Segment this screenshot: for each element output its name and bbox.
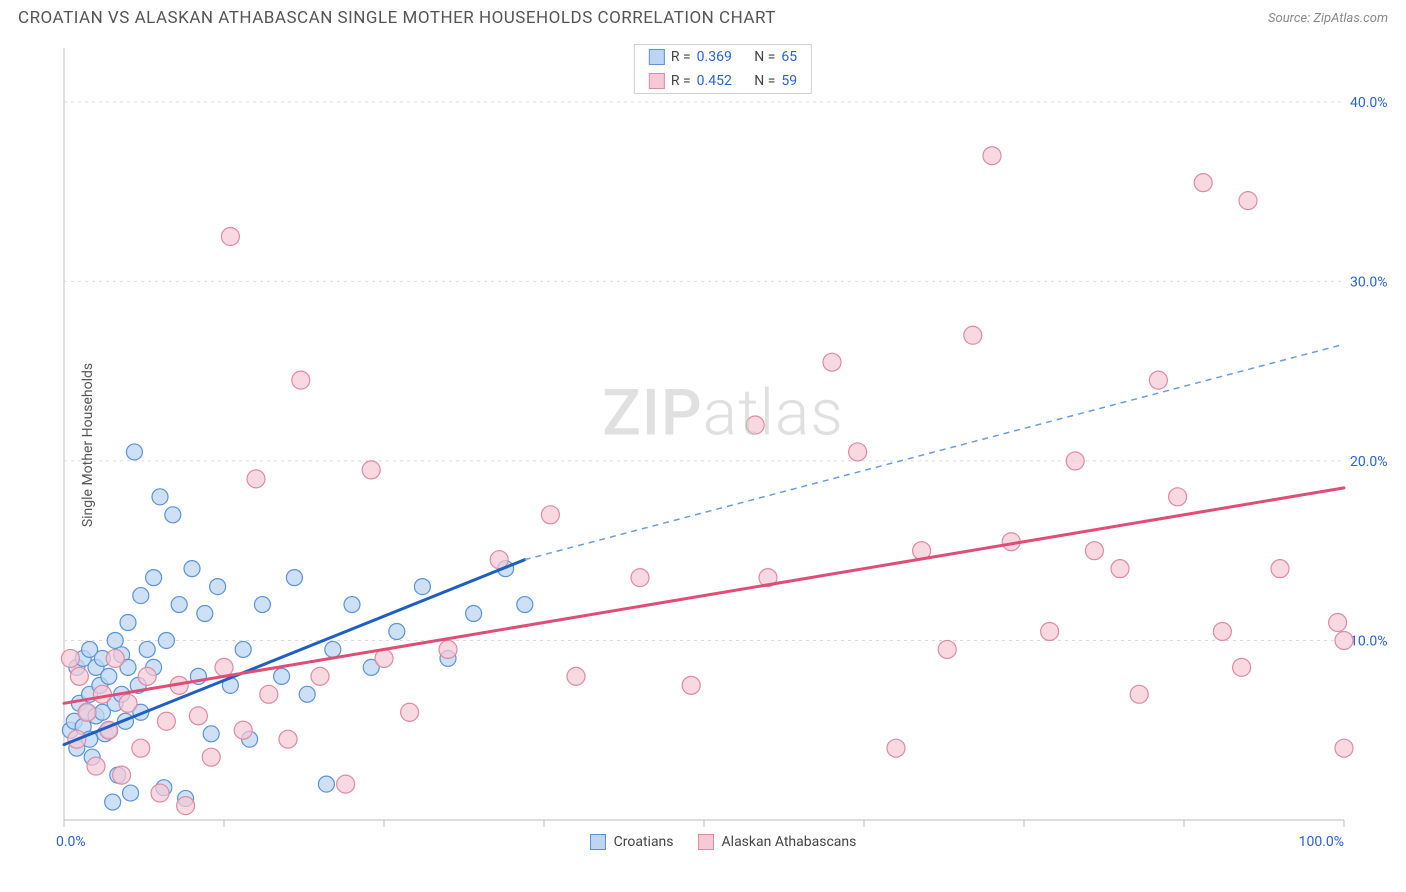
svg-text:20.0%: 20.0% — [1350, 454, 1388, 470]
legend-series: Croatians Alaskan Athabascans — [56, 834, 1390, 850]
scatter-plot: 10.0%20.0%30.0%40.0% ZIPatlas R = 0.369 … — [56, 40, 1390, 850]
chart-title: CROATIAN VS ALASKAN ATHABASCAN SINGLE MO… — [18, 8, 776, 28]
legend-swatch — [649, 49, 665, 65]
legend-stat-row: R = 0.452 N = 59 — [635, 69, 811, 93]
legend-swatch — [590, 834, 606, 850]
legend-stat-row: R = 0.369 N = 65 — [635, 45, 811, 69]
svg-text:10.0%: 10.0% — [1350, 633, 1388, 649]
legend-series-item: Croatians — [590, 834, 674, 850]
legend-swatch — [649, 73, 665, 89]
source-attribution: Source: ZipAtlas.com — [1268, 11, 1388, 26]
legend-statistics: R = 0.369 N = 65R = 0.452 N = 59 — [634, 44, 812, 94]
legend-swatch — [698, 834, 714, 850]
svg-text:40.0%: 40.0% — [1350, 95, 1388, 111]
svg-text:30.0%: 30.0% — [1350, 274, 1388, 290]
legend-series-item: Alaskan Athabascans — [698, 834, 857, 850]
chart-container: Single Mother Households 10.0%20.0%30.0%… — [14, 40, 1394, 850]
